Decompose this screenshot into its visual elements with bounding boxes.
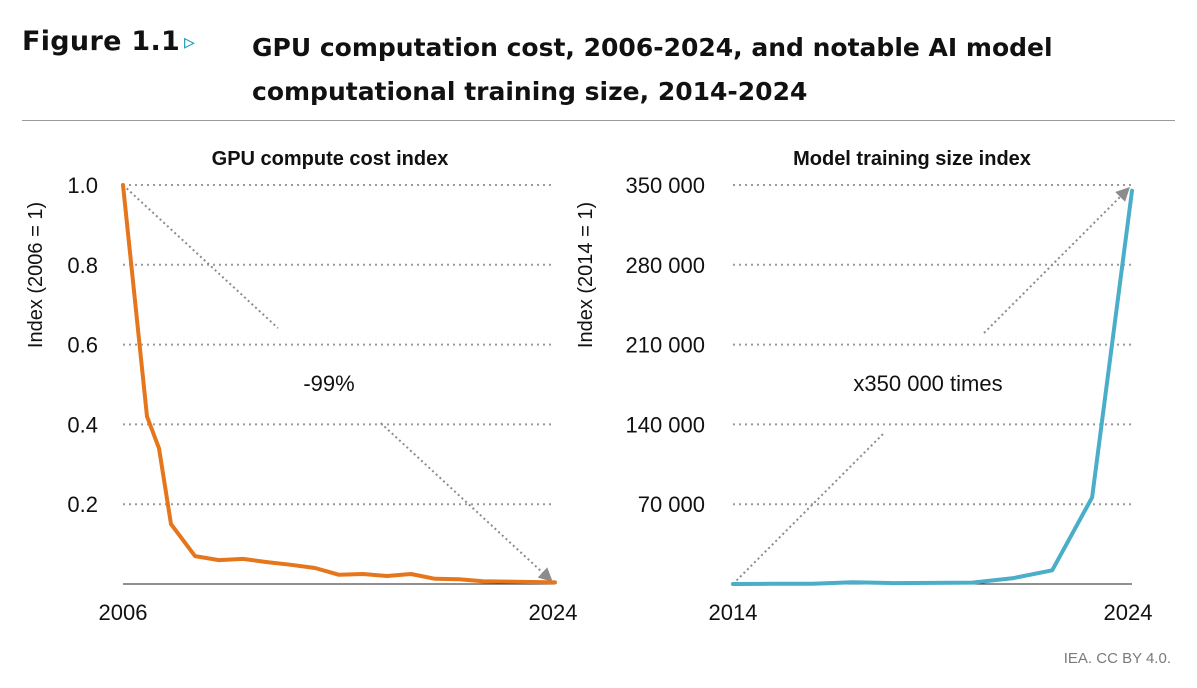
model-y-axis-label: Index (2014 = 1) [575,202,597,348]
model-series-line [731,188,1134,586]
gpu-y-tick-label: 0.4 [67,412,98,437]
model-chart-title: Model training size index [793,148,1031,170]
gpu-y-tick-label: 0.8 [67,253,98,278]
gpu-annotation-line [122,184,279,329]
model-x-tick-label: 2024 [1104,600,1153,625]
model-x-tick-label: 2014 [709,600,758,625]
gpu-annotation-arrow [380,422,553,582]
gpu-chart-title: GPU compute cost index [212,148,449,170]
figure-title: GPU computation cost, 2006-2024, and not… [252,26,1132,114]
figure-title-line-2: computational training size, 2014-2024 [252,77,808,106]
title-divider [22,120,1175,121]
gpu-y-tick-label: 0.6 [67,333,98,358]
model-y-tick-label: 350 000 [625,173,705,198]
gpu-x-tick-label: 2006 [99,600,148,625]
model-annotation-arrow [983,187,1130,334]
model-annotation-label: x350 000 times [853,371,1002,396]
gpu-annotation-label: -99% [303,371,354,396]
credit-text: IEA. CC BY 4.0. [1063,650,1171,667]
model-y-tick-label: 210 000 [625,333,705,358]
gpu-series-line [121,183,557,585]
model-y-tick-label: 140 000 [625,412,705,437]
figure-label: Figure 1.1 [22,26,181,57]
gpu-y-tick-label: 0.2 [67,492,98,517]
figure-arrow-icon: ▹ [184,30,196,55]
gpu-y-tick-label: 1.0 [67,173,98,198]
gpu-y-axis-label: Index (2006 = 1) [25,202,47,348]
gpu-x-tick-label: 2024 [529,600,578,625]
model-y-tick-label: 280 000 [625,253,705,278]
model-y-tick-label: 70 000 [638,492,705,517]
model-annotation-line [732,431,886,585]
figure-title-line-1: GPU computation cost, 2006-2024, and not… [252,33,1053,62]
